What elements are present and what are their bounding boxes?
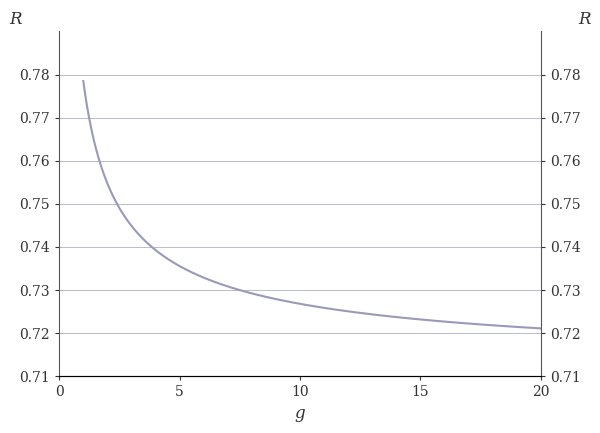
X-axis label: g: g xyxy=(295,405,305,422)
Text: R: R xyxy=(10,11,22,28)
Text: R: R xyxy=(578,11,590,28)
